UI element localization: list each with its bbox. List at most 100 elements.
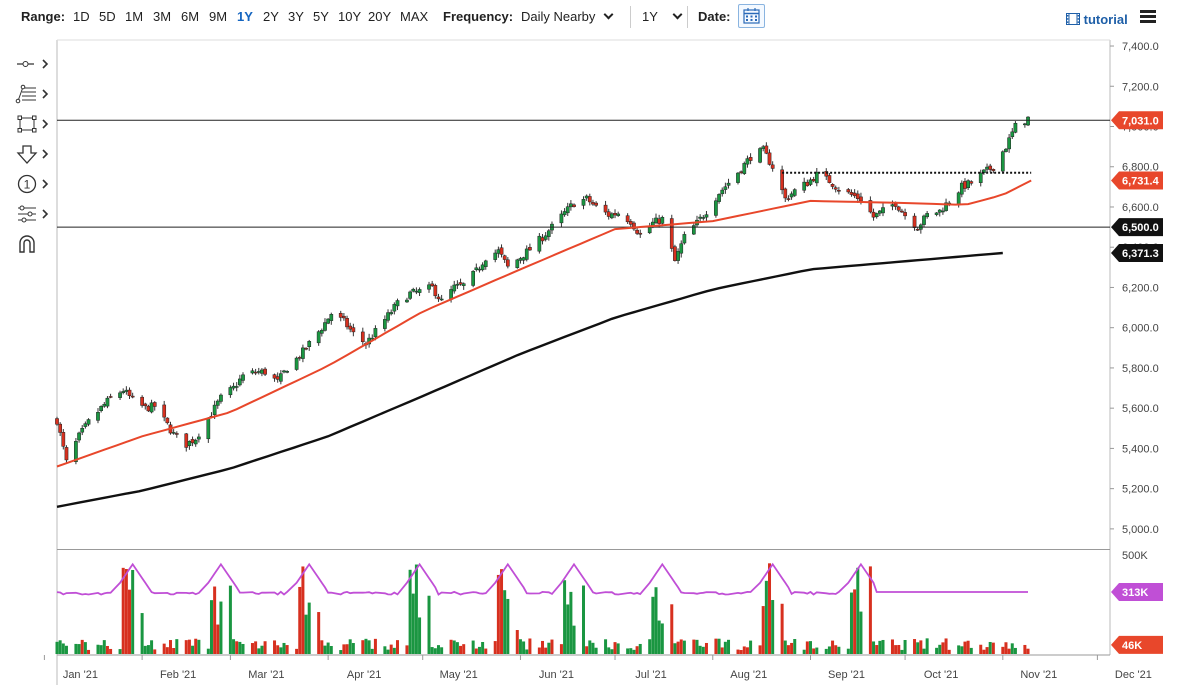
volume-bar: [802, 649, 806, 654]
tutorial-link[interactable]: tutorial: [1066, 12, 1128, 27]
x-tick-label: Feb '21: [160, 669, 196, 681]
volume-bar: [790, 642, 794, 654]
candle-body: [149, 402, 154, 413]
fibonacci-tool[interactable]: [14, 82, 54, 106]
candle-body: [594, 202, 598, 206]
candle: [455, 280, 460, 289]
candle-body: [874, 213, 879, 217]
volume-bar: [582, 585, 585, 654]
volume-bar: [522, 641, 526, 654]
volume-bar: [304, 614, 308, 654]
volume-bar: [168, 640, 172, 654]
candle: [723, 182, 728, 194]
rectangle-tool[interactable]: [14, 112, 54, 136]
magnet-tool[interactable]: [14, 232, 54, 256]
candle: [370, 334, 375, 341]
period-dropdown[interactable]: 1Y: [642, 9, 683, 24]
candle: [638, 229, 643, 238]
candle-body: [351, 327, 356, 333]
candle: [569, 200, 573, 211]
candle-body: [758, 148, 762, 163]
volume-bar: [96, 644, 100, 654]
candle: [669, 214, 674, 252]
volume-bar: [793, 639, 797, 654]
candle: [77, 431, 81, 443]
candle: [934, 212, 939, 217]
candle-body: [748, 157, 753, 161]
volume-bar: [698, 645, 702, 654]
arrow-tool[interactable]: [14, 142, 54, 166]
menu-icon[interactable]: [1140, 10, 1156, 23]
volume-bar: [273, 640, 277, 654]
candle-body: [635, 229, 639, 234]
candle-body: [338, 312, 343, 318]
moving-average-long: [56, 251, 1003, 508]
volume-bar: [834, 645, 838, 654]
range-max[interactable]: MAX: [400, 9, 429, 24]
candle: [342, 312, 346, 321]
volume-bar: [197, 639, 201, 654]
y-tick-label: 6,600.0: [1122, 202, 1159, 214]
range-6m[interactable]: 6M: [181, 9, 200, 24]
candle: [212, 400, 217, 419]
candle-body: [789, 193, 794, 198]
candle-body: [959, 182, 964, 195]
candle: [698, 214, 702, 222]
candle: [654, 213, 658, 224]
volume-bar: [213, 586, 217, 654]
volume-bar: [979, 644, 983, 654]
candle-body: [165, 417, 170, 424]
volume-bar: [692, 639, 696, 654]
candle: [956, 191, 961, 208]
frequency-dropdown[interactable]: Daily Nearby: [521, 9, 614, 24]
candle-body: [726, 182, 731, 186]
price-tag-text: 7,031.0: [1122, 115, 1159, 127]
candle: [348, 322, 353, 333]
candle-body: [83, 423, 88, 427]
volume-bar: [673, 643, 677, 654]
volume-bar: [676, 641, 680, 654]
range-2y[interactable]: 2Y: [263, 9, 279, 24]
candle: [505, 257, 510, 269]
volume-bar: [503, 590, 507, 654]
crosshair-tool[interactable]: [14, 52, 54, 76]
volume-bar: [481, 641, 485, 654]
candle: [386, 309, 390, 323]
volume-bar: [966, 640, 970, 654]
range-5d[interactable]: 5D: [99, 9, 116, 24]
number-tool[interactable]: 1: [14, 172, 54, 196]
price-tag-text: 6,500.0: [1122, 222, 1159, 234]
range-10y[interactable]: 10Y: [338, 9, 362, 24]
candle: [786, 195, 791, 202]
range-5y[interactable]: 5Y: [313, 9, 329, 24]
candle-body: [345, 318, 349, 328]
volume-bar: [837, 646, 841, 654]
candle-body: [569, 203, 573, 208]
volume-bar: [900, 649, 904, 654]
range-20y[interactable]: 20Y: [368, 9, 392, 24]
candle-body: [383, 319, 387, 329]
candle: [483, 259, 488, 270]
y-tick-label: 5,600.0: [1122, 403, 1159, 415]
volume-bar: [102, 640, 106, 654]
candle-body: [197, 436, 201, 440]
range-3y[interactable]: 3Y: [288, 9, 304, 24]
range-1m[interactable]: 1M: [125, 9, 144, 24]
volume-bar: [657, 620, 661, 654]
volume-bar: [771, 600, 775, 654]
range-1y[interactable]: 1Y: [237, 9, 253, 24]
candle: [982, 169, 986, 175]
x-tick-label: Nov '21: [1020, 669, 1057, 681]
date-picker-button[interactable]: [738, 4, 765, 28]
volume-bar: [209, 600, 213, 654]
settings-tool[interactable]: [14, 202, 54, 226]
volume-bar: [235, 641, 239, 654]
candle-body: [947, 202, 952, 205]
range-1d[interactable]: 1D: [73, 9, 90, 24]
candle: [1007, 134, 1011, 153]
candle-body: [162, 404, 167, 418]
range-9m[interactable]: 9M: [209, 9, 228, 24]
range-3m[interactable]: 3M: [153, 9, 172, 24]
volume-bar: [55, 641, 59, 654]
candle: [736, 172, 740, 185]
